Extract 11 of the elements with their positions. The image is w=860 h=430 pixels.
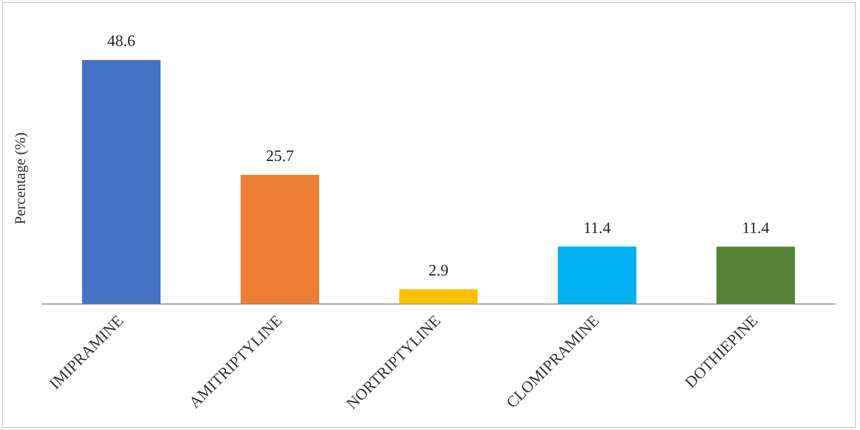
y-axis-title: Percentage (%) xyxy=(12,132,29,224)
bar xyxy=(82,60,161,304)
data-label: 48.6 xyxy=(107,33,136,50)
bar xyxy=(240,174,320,304)
data-label: 11.4 xyxy=(583,220,611,237)
data-label: 2.9 xyxy=(428,262,448,280)
bar xyxy=(558,246,636,304)
bar xyxy=(399,289,478,304)
bar xyxy=(716,246,795,304)
data-label: 25.7 xyxy=(266,148,294,166)
data-label: 11.4 xyxy=(742,220,770,237)
